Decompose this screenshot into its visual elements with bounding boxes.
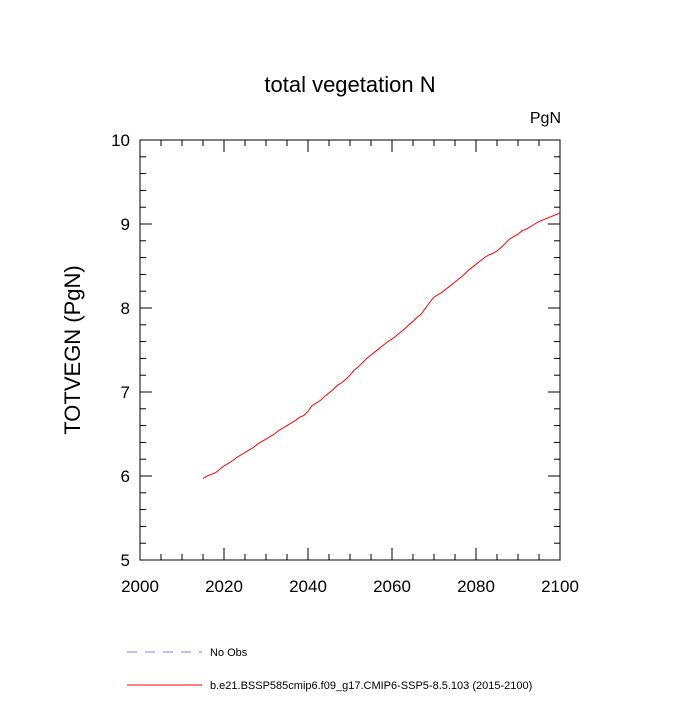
y-tick-label: 9 [121,215,130,234]
y-tick-label: 8 [121,299,130,318]
plot-frame [139,139,561,561]
units-label: PgN [530,110,561,127]
tick-labels: 2000 2020 2040 2060 2080 2100 5 6 7 8 9 10 [111,131,579,596]
x-tick-label: 2100 [541,577,579,596]
y-tick-label: 10 [111,131,130,150]
x-tick-label: 2080 [457,577,495,596]
y-tick-label: 7 [121,383,130,402]
legend-label: b.e21.BSSP585cmip6.f09_g17.CMIP6-SSP5-8.… [210,680,532,692]
x-tick-label: 2020 [205,577,243,596]
y-axis-label: TOTVEGN (PgN) [60,265,85,435]
x-tick-label: 2040 [289,577,327,596]
x-tick-label: 2060 [373,577,411,596]
legend-label: No Obs [210,647,248,659]
series-line [202,212,561,479]
series-layer [202,212,561,479]
chart-title: total vegetation N [264,72,435,97]
x-tick-label: 2000 [121,577,159,596]
y-tick-label: 5 [121,551,130,570]
y-tick-label: 6 [121,467,130,486]
legend: No Obs b.e21.BSSP585cmip6.f09_g17.CMIP6-S… [127,647,532,692]
axis-ticks [139,139,561,561]
